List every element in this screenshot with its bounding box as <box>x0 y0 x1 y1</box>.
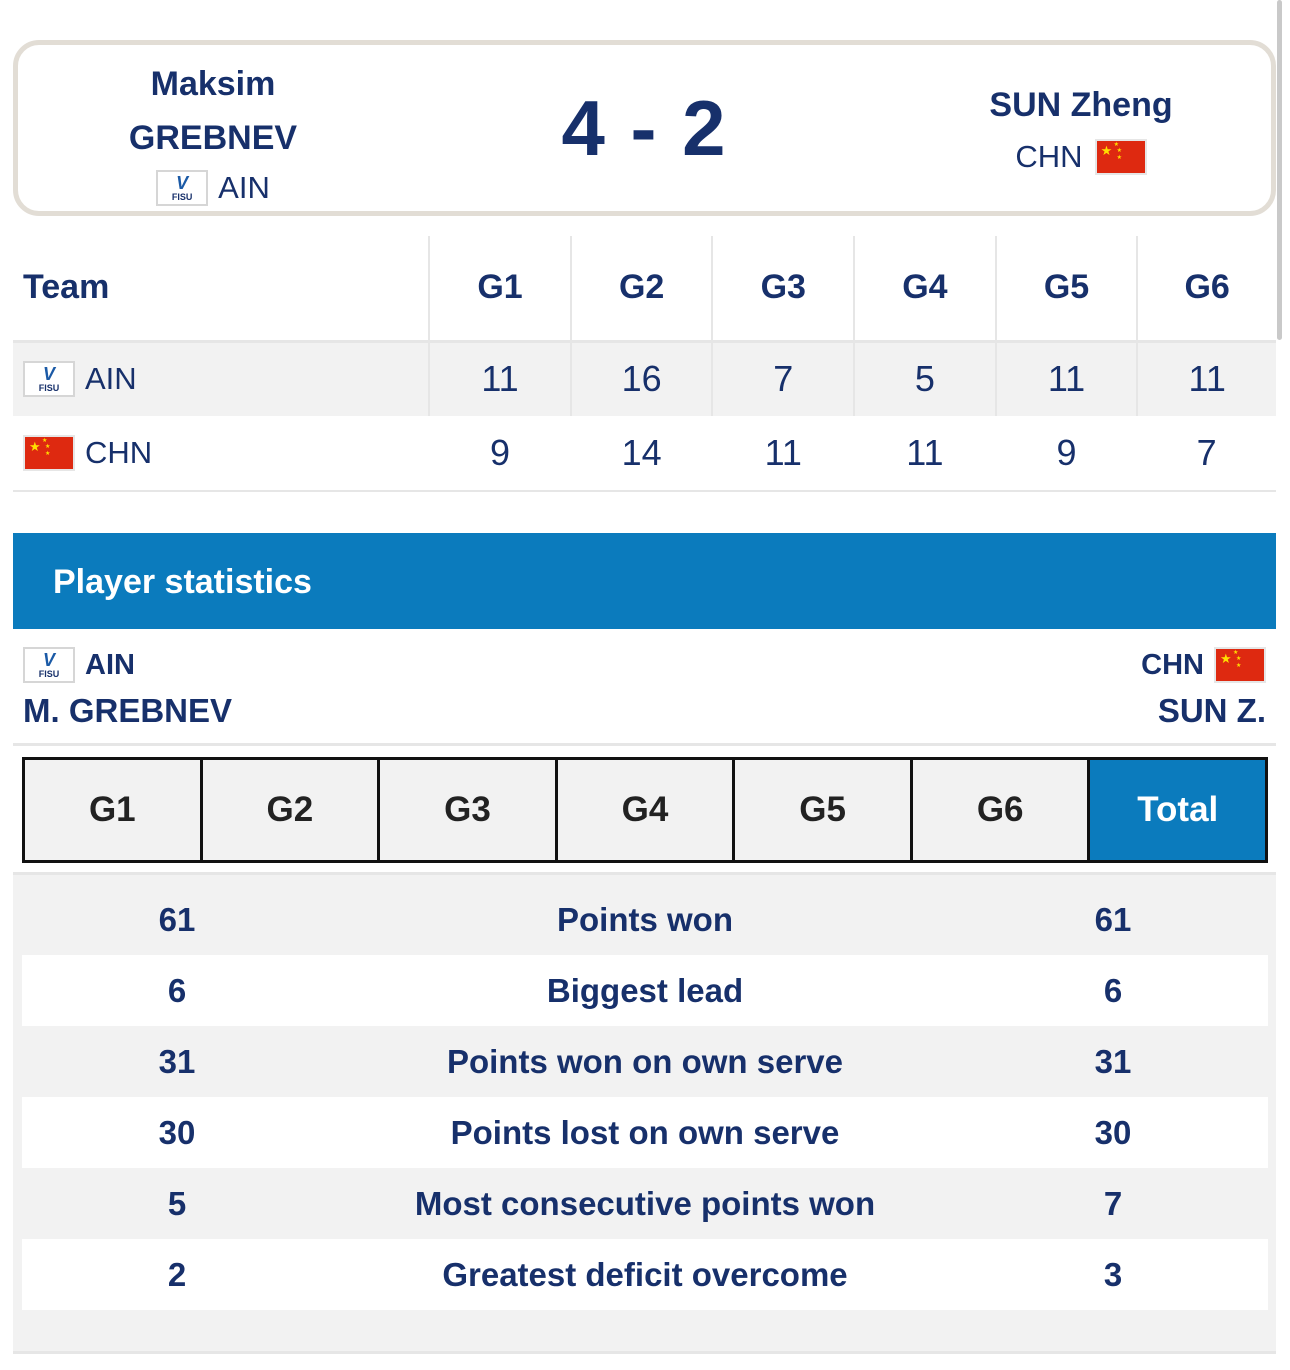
tab-g2[interactable]: G2 <box>199 757 381 863</box>
stat-label: Most consecutive points won <box>414 1184 876 1222</box>
right-stat-value: 30 <box>1094 1113 1132 1151</box>
page-scrollbar[interactable] <box>1277 0 1282 340</box>
away-player[interactable]: SUN Zheng CHN ★ ★ ★ ★ <box>981 83 1181 175</box>
column-header-g4: G4 <box>854 236 997 343</box>
right-stat-value: 3 <box>1103 1255 1123 1293</box>
score-cell: 9 <box>429 416 571 492</box>
stat-label: Biggest lead <box>546 971 744 1009</box>
right-stat-value: 6 <box>1103 971 1123 1009</box>
stat-label: Points won <box>557 900 733 938</box>
home-team-code: AIN <box>218 170 270 205</box>
column-header-g2: G2 <box>570 236 714 343</box>
stat-row-points-won: 61 Points won 61 <box>22 884 1268 955</box>
left-player-name: M. GREBNEV <box>23 692 233 729</box>
home-player[interactable]: Maksim GREBNEV V FISU AIN <box>118 57 308 207</box>
left-team-code: AIN <box>85 648 135 681</box>
game-scores-table: Team G1 G2 G3 G4 G5 G6 V FISU AIN <box>13 236 1276 492</box>
right-team-code: CHN <box>1141 648 1204 681</box>
right-stat-value: 61 <box>1094 900 1132 938</box>
game-scores-header-row: Team G1 G2 G3 G4 G5 G6 <box>13 236 1276 343</box>
away-team-code: CHN <box>1015 139 1083 174</box>
match-score: 4 - 2 <box>561 84 728 172</box>
game-tabs: G1 G2 G3 G4 G5 G6 Total <box>22 757 1269 863</box>
score-cell: 11 <box>854 416 996 492</box>
tab-total[interactable]: Total <box>1087 757 1269 863</box>
score-cell: 5 <box>854 341 997 416</box>
player-statistics-header: Player statistics <box>13 533 1276 629</box>
section-title: Player statistics <box>53 563 312 601</box>
score-cell: 9 <box>995 416 1138 492</box>
right-stat-value: 31 <box>1094 1042 1132 1080</box>
tab-g5[interactable]: G5 <box>732 757 913 863</box>
china-flag-icon: ★ ★ ★ ★ <box>23 435 75 471</box>
stat-label: Points lost on own serve <box>450 1113 840 1151</box>
right-stat-value: 7 <box>1103 1184 1123 1222</box>
china-flag-icon: ★ ★ ★ ★ <box>1214 647 1266 683</box>
tab-g3[interactable]: G3 <box>377 757 558 863</box>
table-row: ★ ★ ★ ★ CHN 9 14 11 11 9 7 <box>13 416 1276 492</box>
team-cell: V FISU AIN <box>13 341 431 416</box>
stat-row-most-consecutive-points: 5 Most consecutive points won 7 <box>22 1168 1268 1239</box>
score-cell: 11 <box>712 416 855 492</box>
left-stat-value: 31 <box>158 1042 196 1080</box>
left-stat-value: 2 <box>167 1255 187 1293</box>
left-stat-value: 30 <box>158 1113 196 1151</box>
fisu-flag-icon: V FISU <box>23 647 75 683</box>
stat-row-points-lost-own-serve: 30 Points lost on own serve 30 <box>22 1097 1268 1168</box>
right-player: CHN ★ ★ ★ ★ SUN Z. <box>1141 646 1266 730</box>
left-player: V FISU AIN M. GREBNEV <box>23 646 232 730</box>
column-header-g5: G5 <box>995 236 1139 343</box>
home-team: V FISU AIN <box>118 169 308 207</box>
team-cell: ★ ★ ★ ★ CHN <box>13 416 430 492</box>
score-cell: 7 <box>712 341 856 416</box>
stat-row-biggest-lead: 6 Biggest lead 6 <box>22 955 1268 1026</box>
player-statistics-table: 61 Points won 61 6 Biggest lead 6 31 Poi… <box>13 872 1276 1354</box>
china-flag-icon: ★ ★ ★ ★ <box>1094 139 1147 175</box>
column-header-team: Team <box>13 236 431 343</box>
fisu-flag-icon: V FISU <box>156 170 209 206</box>
away-player-name: SUN Zheng <box>989 86 1173 124</box>
left-stat-value: 6 <box>167 971 187 1009</box>
column-header-g6: G6 <box>1137 236 1276 343</box>
score-cell: 11 <box>429 341 572 416</box>
score-cell: 16 <box>570 341 714 416</box>
match-score-card: Maksim GREBNEV V FISU AIN 4 - 2 SUN Zheng… <box>13 40 1276 216</box>
team-code: CHN <box>85 435 153 470</box>
score-cell: 7 <box>1137 416 1276 492</box>
tab-g6[interactable]: G6 <box>909 757 1091 863</box>
score-cell: 14 <box>570 416 713 492</box>
left-stat-value: 5 <box>167 1184 187 1222</box>
left-stat-value: 61 <box>158 900 196 938</box>
tab-g1[interactable]: G1 <box>22 757 203 863</box>
tab-g4[interactable]: G4 <box>554 757 736 863</box>
stat-row-greatest-deficit: 2 Greatest deficit overcome 3 <box>22 1239 1268 1310</box>
score-cell: 11 <box>1137 341 1276 416</box>
away-team: CHN ★ ★ ★ ★ <box>981 139 1181 175</box>
column-header-g1: G1 <box>429 236 572 343</box>
home-player-last-name: GREBNEV <box>128 119 298 157</box>
fisu-flag-icon: V FISU <box>23 361 75 398</box>
column-header-g3: G3 <box>712 236 856 343</box>
right-player-name: SUN Z. <box>1157 692 1266 729</box>
score-cell: 11 <box>995 341 1139 416</box>
stat-label: Greatest deficit overcome <box>442 1255 848 1293</box>
stat-row-points-won-own-serve: 31 Points won on own serve 31 <box>22 1026 1268 1097</box>
table-row: V FISU AIN 11 16 7 5 11 11 <box>13 341 1276 416</box>
team-code: AIN <box>85 361 137 397</box>
home-player-first-name: Maksim <box>150 65 276 103</box>
stat-label: Points won on own serve <box>446 1042 844 1080</box>
player-statistics-players: V FISU AIN M. GREBNEV CHN ★ ★ ★ ★ SUN Z. <box>13 640 1276 746</box>
